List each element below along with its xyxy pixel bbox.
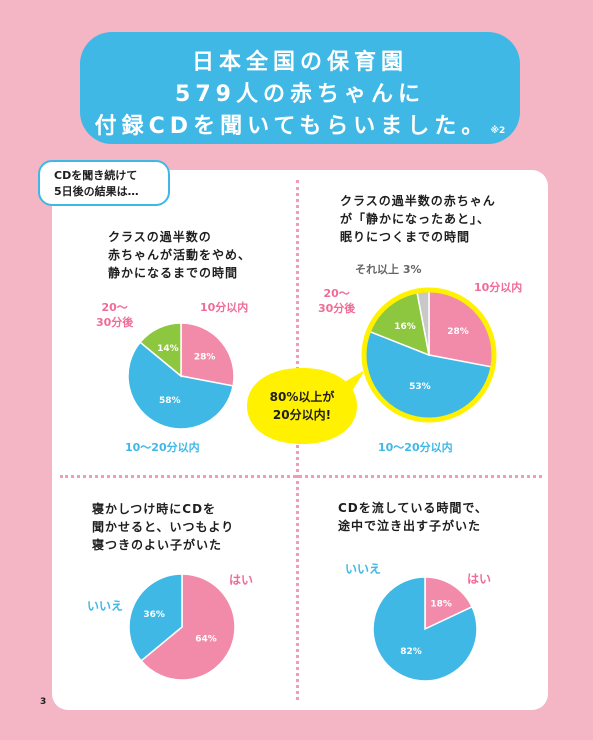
title-banner: 日本全国の保育園 579人の赤ちゃんに 付録CDを聞いてもらいました。 ※2 [80,32,520,144]
chart1-slice-2 [127,341,234,430]
chart2-label-10min: 10分以内 [474,281,523,294]
chart3-question: 寝かしつけ時にCDを 聞かせると、いつもより 寝つきのよい子がいた [92,500,234,554]
chart2-label-20-30min-line-2: 30分後 [318,302,356,315]
chart3-question-line-3: 寝つきのよい子がいた [92,538,223,552]
chart2-slice-1-label: 28% [447,327,469,337]
chart4-question: CDを流している時間で、 途中で泣き出す子がいた [338,499,488,535]
chart4-slice-2-label: 82% [400,647,422,657]
chart2-label-20-30min: 20〜 30分後 [318,286,355,316]
chart2-question-line-2: が「静かになったあと」、 [340,212,491,226]
callout-text: 80%以上が 20分以内! [241,388,363,424]
callout-burst-shape [247,368,363,444]
chart4-pie: 18% 82% [372,576,478,682]
chart2-question-line-3: 眠りにつくまでの時間 [340,230,471,244]
chart1-question-line-1: クラスの過半数の [108,230,212,244]
title-line-3-text: 付録CDを聞いてもらいました。 [94,114,489,139]
chart2-highlight-ring [361,287,497,423]
callout-line-1: 80%以上が [269,390,335,404]
chart2-label-more-text: それ以上 [355,263,399,276]
chart2-question-line-1: クラスの過半数の赤ちゃん [340,194,496,208]
chart2-pie-svg: 28% 53% 16% [361,287,497,423]
chart1-slice-1 [180,322,235,387]
chart4-label-no: いいえ [345,562,382,576]
chart2-label-more: それ以上 3% [355,262,422,277]
chart1-pie-svg: 28% 58% 14% [127,322,235,430]
intro-bubble: CDを聞き続けて 5日後の結果は… [38,160,170,206]
callout-line-2: 20分以内! [272,408,332,422]
page-number: 3 [40,697,47,707]
title-line-3: 付録CDを聞いてもらいました。 ※2 [80,108,520,140]
chart1-slice-3-label: 14% [157,344,179,354]
chart2-label-20-30min-line-1: 20〜 [323,287,350,300]
chart1-question-line-2: 赤ちゃんが活動をやめ、 [108,248,252,262]
chart3-pie: 64% 36% [128,573,236,681]
chart3-question-line-2: 聞かせると、いつもより [92,520,235,534]
title-line-1: 日本全国の保育園 [191,50,408,75]
chart2-label-more-pct: 3% [402,263,422,276]
chart1-label-20-30min-line-1: 20〜 [101,301,128,314]
chart2-pie: 28% 53% 16% [360,286,498,424]
chart1-label-20-30min: 20〜 30分後 [96,300,133,330]
chart2-slice-3-label: 16% [394,322,416,332]
chart1-pie: 28% 58% 14% [127,322,235,430]
chart2-label-10-20min: 10〜20分以内 [378,441,453,454]
chart1-question: クラスの過半数の 赤ちゃんが活動をやめ、 静かになるまでの時間 [108,228,251,282]
chart2-slice-2-label: 53% [409,382,431,392]
chart2-question: クラスの過半数の赤ちゃん が「静かになったあと」、 眠りにつくまでの時間 [340,192,496,246]
chart4-label-yes: はい [467,572,492,586]
intro-line-2: 5日後の結果は… [54,185,139,198]
title-footnote-mark: ※2 [490,126,506,136]
chart3-label-no: いいえ [87,599,124,613]
chart1-slice-2-label: 58% [159,396,181,406]
chart3-label-yes: はい [229,573,254,587]
chart3-slice-1-label: 64% [195,634,217,644]
chart3-question-line-1: 寝かしつけ時にCDを [92,502,217,516]
chart3-pie-svg: 64% 36% [128,573,236,681]
chart3-slice-2 [128,573,183,662]
title-line-2: 579人の赤ちゃんに [175,82,425,107]
callout-burst: 80%以上が 20分以内! [241,362,363,450]
chart1-label-20-30min-line-2: 30分後 [96,316,134,329]
chart3-slice-2-label: 36% [143,610,165,620]
chart1-label-10-20min: 10〜20分以内 [125,441,200,454]
intro-line-1: CDを聞き続けて [54,169,138,182]
chart4-question-line-1: CDを流している時間で、 [338,501,488,515]
chart1-question-line-3: 静かになるまでの時間 [108,266,239,280]
chart1-slice-3 [139,322,182,378]
chart4-question-line-2: 途中で泣き出す子がいた [338,519,482,533]
chart1-label-10min: 10分以内 [200,301,249,314]
chart3-slice-1 [140,573,236,681]
chart4-pie-svg: 18% 82% [372,576,478,682]
chart1-slice-1-label: 28% [194,352,216,362]
chart4-slice-1-label: 18% [430,600,452,610]
chart4-slice-2 [372,576,478,682]
chart4-slice-1 [424,576,474,631]
horizontal-dotted-divider [60,475,542,478]
